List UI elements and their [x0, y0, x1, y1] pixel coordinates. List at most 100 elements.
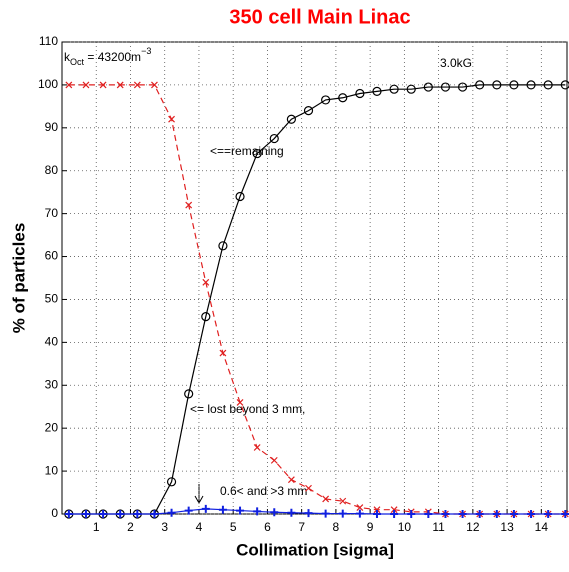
x-tick-label: 10	[398, 520, 412, 534]
marker	[218, 505, 227, 514]
marker	[355, 88, 365, 99]
series-line	[68, 84, 566, 515]
marker	[218, 241, 228, 251]
marker	[116, 510, 125, 518]
marker	[219, 349, 227, 357]
marker	[151, 81, 158, 89]
marker	[441, 510, 450, 518]
annotation: = 43200m	[84, 50, 141, 64]
marker	[236, 399, 244, 406]
marker	[133, 510, 142, 518]
annotation: k	[64, 50, 71, 64]
y-tick-label: 70	[45, 206, 59, 220]
marker	[166, 477, 177, 487]
marker	[99, 81, 107, 89]
marker	[321, 95, 331, 105]
marker	[236, 506, 245, 515]
marker	[303, 106, 314, 116]
annotation: −3	[141, 46, 151, 56]
marker	[65, 81, 73, 89]
x-tick-label: 12	[466, 520, 480, 534]
y-tick-label: 80	[45, 163, 59, 177]
y-tick-label: 100	[38, 77, 58, 91]
marker	[389, 84, 399, 94]
marker	[560, 80, 569, 90]
marker	[82, 81, 90, 89]
marker	[202, 278, 210, 286]
x-tick-label: 6	[264, 520, 271, 534]
marker	[526, 80, 536, 90]
marker	[116, 81, 124, 89]
marker	[184, 506, 193, 515]
annotation: Oct	[70, 57, 85, 67]
marker	[423, 82, 433, 92]
marker	[270, 508, 279, 517]
marker	[253, 507, 262, 516]
x-axis-label: Collimation [sigma]	[236, 540, 394, 559]
x-tick-label: 9	[367, 520, 374, 534]
marker	[407, 510, 416, 518]
marker	[561, 510, 569, 518]
y-tick-label: 110	[39, 34, 58, 48]
marker	[509, 510, 518, 518]
marker	[440, 82, 451, 92]
marker	[372, 86, 382, 96]
marker	[81, 510, 90, 518]
y-axis-label: % of particles	[9, 223, 28, 334]
x-tick-label: 11	[432, 520, 445, 534]
marker	[457, 82, 468, 92]
marker	[322, 495, 330, 503]
marker	[235, 191, 245, 202]
x-tick-label: 7	[298, 520, 305, 534]
marker	[338, 93, 348, 103]
marker	[475, 510, 484, 518]
marker	[64, 510, 73, 518]
marker	[390, 510, 399, 518]
marker	[167, 508, 176, 517]
chart-title: 350 cell Main Linac	[229, 6, 410, 28]
marker	[287, 508, 296, 517]
annotation: <= lost beyond 3 mm,	[190, 402, 305, 416]
y-tick-label: 50	[45, 292, 59, 306]
marker	[372, 510, 381, 518]
marker	[544, 510, 553, 518]
marker	[543, 80, 553, 90]
marker	[252, 148, 262, 159]
annotation: 3.0kG	[440, 56, 472, 70]
marker	[424, 510, 433, 518]
annotation: <==remaining	[210, 144, 284, 158]
y-tick-label: 60	[45, 249, 59, 263]
x-tick-label: 8	[333, 520, 340, 534]
marker	[201, 504, 210, 513]
marker	[304, 509, 313, 518]
marker	[286, 114, 296, 124]
y-tick-label: 40	[45, 335, 59, 349]
marker	[99, 510, 108, 518]
marker	[338, 509, 347, 518]
marker	[355, 509, 364, 518]
y-tick-label: 10	[45, 463, 59, 477]
marker	[406, 84, 416, 94]
marker	[269, 133, 279, 144]
x-tick-label: 13	[500, 520, 514, 534]
y-tick-label: 20	[45, 420, 59, 434]
marker	[492, 80, 502, 90]
marker	[509, 80, 519, 90]
marker	[321, 509, 330, 518]
marker	[150, 510, 159, 518]
marker	[185, 201, 193, 209]
x-tick-label: 2	[127, 520, 134, 534]
x-tick-label: 5	[230, 520, 237, 534]
x-tick-label: 1	[93, 520, 100, 534]
y-tick-label: 0	[51, 506, 58, 520]
x-tick-label: 14	[535, 520, 549, 534]
y-tick-label: 30	[45, 377, 59, 391]
marker	[373, 506, 381, 514]
marker	[305, 484, 312, 492]
annotation: 0.6< and >3 mm	[220, 484, 307, 498]
marker	[201, 312, 211, 322]
y-tick-label: 90	[45, 120, 59, 134]
marker	[253, 444, 261, 451]
marker	[168, 115, 175, 123]
